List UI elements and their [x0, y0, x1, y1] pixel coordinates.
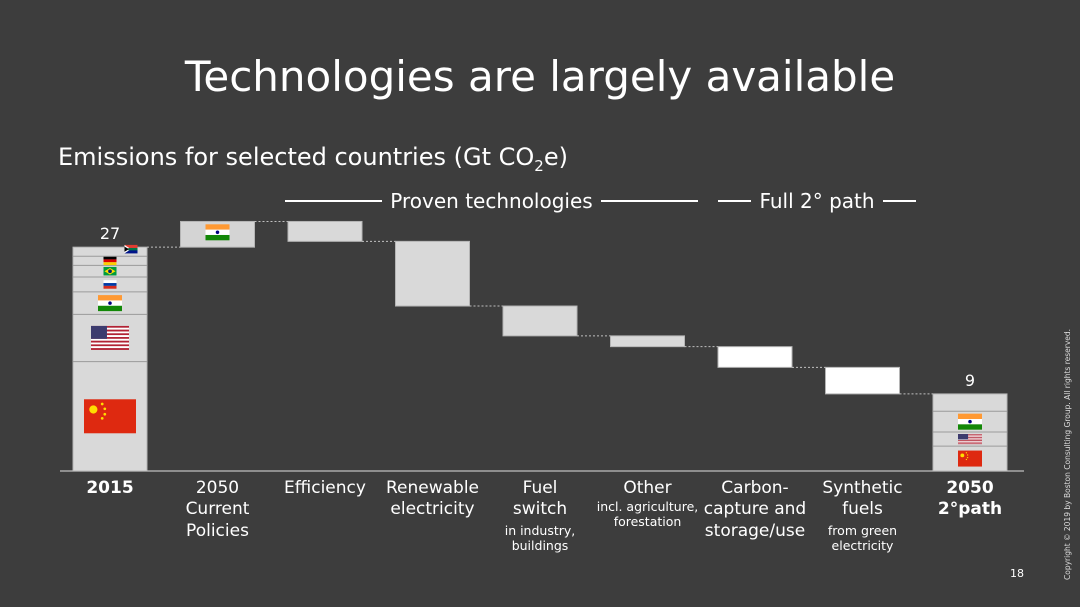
bracket-line: [718, 200, 752, 202]
subtitle-end: e): [543, 143, 568, 171]
russia-flag-icon: [103, 280, 117, 289]
x-label-2: Efficiency: [269, 478, 381, 499]
x-label-sub: from green electricity: [827, 522, 898, 553]
usa-flag-icon: [958, 434, 982, 445]
germany-flag-icon: [103, 256, 117, 266]
x-label-6: Carbon-capture and storage/use: [699, 478, 811, 542]
bar-3: [395, 240, 470, 307]
x-label-7: Synthetic fuels from green electricity: [807, 478, 919, 553]
x-label-8: 2050 2°path: [914, 478, 1026, 521]
usa-flag-icon: [91, 325, 129, 350]
china-flag-icon: [84, 399, 136, 434]
x-label-main: Fuel switch: [512, 478, 568, 520]
bar-value-label: 27: [100, 224, 120, 243]
x-label-main: Carbon-capture and storage/use: [703, 478, 807, 541]
bar-4: [502, 305, 578, 337]
india-flag-icon: [958, 413, 982, 430]
x-label-0: 2015: [54, 478, 166, 499]
india-flag-icon: [205, 224, 230, 241]
group-bracket-proven: Proven technologies: [285, 189, 698, 213]
bar-7: [825, 366, 900, 395]
slide-title: Technologies are largely available: [184, 52, 896, 101]
x-label-1: 2050 Current Policies: [162, 478, 274, 542]
copyright-notice: Copyright © 2019 by Boston Consulting Gr…: [1063, 328, 1072, 580]
india-flag-icon: [98, 295, 122, 312]
group-label-full: Full 2° path: [759, 189, 875, 213]
x-label-sub: incl. agriculture, forestation: [596, 499, 699, 530]
x-label-4: Fuel switch in industry, buildings: [484, 478, 596, 553]
x-label-main: Renewable electricity: [385, 478, 480, 520]
subtitle-main: Emissions for selected countries (Gt CO: [58, 143, 535, 171]
subtitle-subscript: 2: [534, 156, 544, 175]
brazil-flag-icon: [103, 266, 117, 276]
bar-2: [287, 220, 363, 242]
x-label-3: Renewable electricity: [377, 478, 489, 521]
page-number: 18: [1010, 567, 1024, 580]
x-label-5: Other incl. agriculture, forestation: [592, 478, 704, 529]
bar-value-label: 9: [965, 371, 975, 390]
x-label-main: 2050 2°path: [937, 478, 1003, 520]
bracket-line: [882, 200, 917, 202]
china-flag-icon: [958, 450, 982, 467]
x-label-main: Synthetic fuels: [822, 478, 903, 520]
south-africa-flag-icon: [124, 244, 138, 254]
chart-subtitle: Emissions for selected countries (Gt CO2…: [58, 143, 568, 175]
x-label-main: Efficiency: [284, 478, 366, 498]
bracket-line: [600, 200, 698, 202]
x-label-main: Other: [623, 478, 672, 498]
x-label-main: 2050 Current Policies: [185, 478, 250, 541]
bar-6: [717, 346, 793, 368]
x-label-main: 2015: [86, 478, 134, 498]
group-bracket-full: Full 2° path: [718, 189, 917, 213]
group-label-proven: Proven technologies: [390, 189, 593, 213]
bracket-line: [285, 200, 383, 202]
x-label-sub: in industry, buildings: [504, 522, 576, 553]
bar-5: [610, 335, 685, 348]
